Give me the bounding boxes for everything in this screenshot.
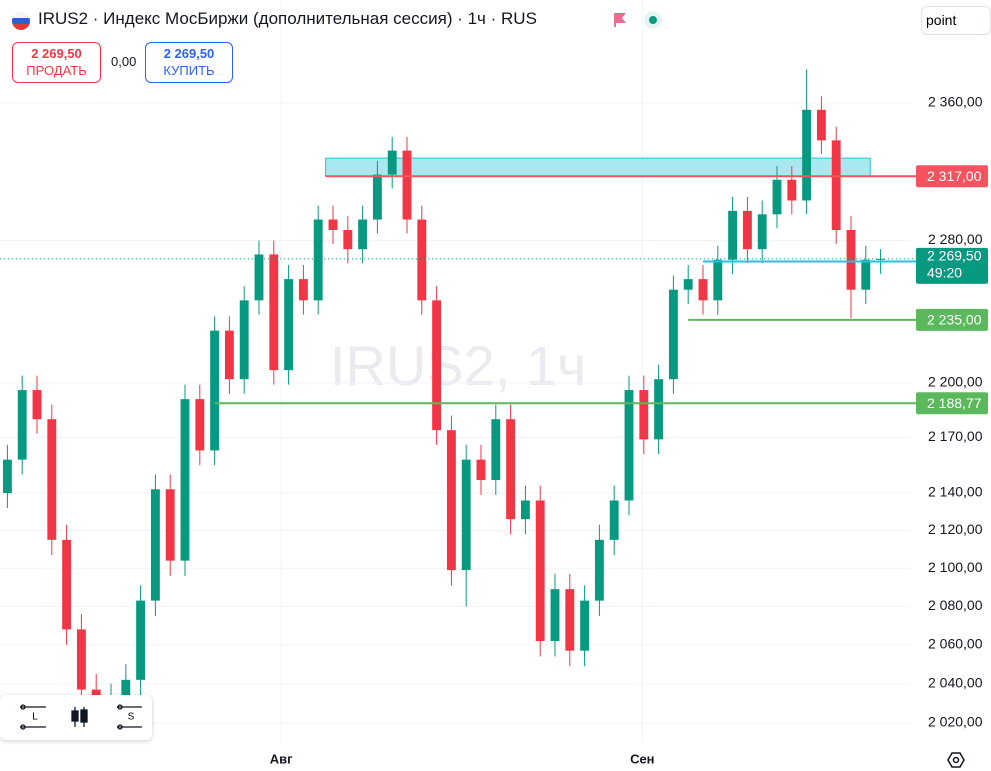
x-tick-label: Авг xyxy=(270,751,293,766)
last-price-label: 2 269,50 xyxy=(927,248,982,264)
level-label-bg xyxy=(916,308,988,331)
candle-body xyxy=(831,140,841,230)
y-tick-label: 2 170,00 xyxy=(928,428,983,444)
candle-body xyxy=(639,390,649,440)
settings-button[interactable] xyxy=(946,750,966,770)
y-tick-label: 2 020,00 xyxy=(928,714,983,730)
level-label: 2 235,00 xyxy=(927,312,982,328)
candle-body xyxy=(150,489,160,601)
candle-body xyxy=(594,539,604,601)
y-tick-label: 2 120,00 xyxy=(928,521,983,537)
candle-body xyxy=(372,174,382,220)
flag-icon xyxy=(12,12,30,30)
candle-body xyxy=(846,229,856,290)
spread: 0,00 xyxy=(111,54,137,69)
y-tick-label: 2 080,00 xyxy=(928,597,983,613)
candle-body xyxy=(328,219,338,230)
buy-button[interactable]: 2 269,50 КУПИТЬ xyxy=(145,42,233,83)
candle-body xyxy=(491,419,501,481)
watermark: IRUS2, 1ч xyxy=(330,334,586,397)
toolbar: L S xyxy=(0,695,152,740)
level-label: 2 317,00 xyxy=(927,168,982,184)
candle-body xyxy=(224,330,234,380)
candle-body xyxy=(17,390,27,460)
candle-body xyxy=(683,279,693,290)
last-price-bg xyxy=(916,247,988,284)
candle-body xyxy=(284,279,294,371)
candle-body xyxy=(210,330,220,451)
toolbar-label[interactable]: L xyxy=(32,712,38,723)
y-tick-label: 2 140,00 xyxy=(928,484,983,500)
candle-body xyxy=(535,500,545,641)
candle-body xyxy=(432,300,442,431)
candle-body xyxy=(195,399,205,451)
candle-body xyxy=(446,430,456,571)
candle-body xyxy=(757,214,767,250)
candle-body xyxy=(728,210,738,260)
candle-body xyxy=(654,379,664,440)
y-tick-label: 2 200,00 xyxy=(928,374,983,390)
candle-body xyxy=(313,219,323,301)
candle-body xyxy=(580,600,590,651)
mode-button[interactable]: point xyxy=(921,6,991,35)
sell-caption: ПРОДАТЬ xyxy=(26,63,87,78)
candle-body xyxy=(816,109,826,141)
candle-body xyxy=(47,419,57,540)
y-tick-label: 2 360,00 xyxy=(928,94,983,110)
candle-body xyxy=(343,229,353,250)
buy-caption: КУПИТЬ xyxy=(163,63,215,78)
x-tick-label: Сен xyxy=(630,751,654,766)
candle-body xyxy=(76,629,86,690)
level-label-bg xyxy=(916,165,988,188)
candle-body xyxy=(520,500,530,520)
candle-body xyxy=(387,150,397,175)
candle-body xyxy=(136,600,146,680)
candle-body xyxy=(402,150,412,220)
candle-body xyxy=(461,459,471,571)
flag-button[interactable] xyxy=(612,12,628,28)
candle-body xyxy=(2,459,12,494)
candle-body xyxy=(609,500,619,540)
y-tick-label: 2 040,00 xyxy=(928,674,983,690)
sell-price: 2 269,50 xyxy=(31,46,82,61)
candle-body xyxy=(239,300,249,380)
candle-body xyxy=(298,279,308,301)
candle-body xyxy=(180,399,190,561)
candle-body xyxy=(269,254,279,371)
candle-body xyxy=(742,210,752,250)
candle-body xyxy=(476,459,486,481)
candle-body xyxy=(713,259,723,301)
candle-body xyxy=(254,254,264,301)
y-tick-label: 2 100,00 xyxy=(928,559,983,575)
candle-body xyxy=(772,179,782,215)
candle-body xyxy=(565,589,575,651)
candle-body xyxy=(358,219,368,250)
level-label-bg xyxy=(916,392,988,415)
candle-body xyxy=(506,419,516,520)
sell-button[interactable]: 2 269,50 ПРОДАТЬ xyxy=(12,42,101,83)
y-tick-label: 2 280,00 xyxy=(928,231,983,247)
toolbar-label[interactable]: S xyxy=(128,712,135,723)
candle-body xyxy=(165,489,175,561)
candle-body xyxy=(62,539,72,630)
level-label: 2 188,77 xyxy=(927,395,982,411)
y-tick-label: 2 060,00 xyxy=(928,636,983,652)
candle-body xyxy=(698,279,708,301)
candle-body xyxy=(624,390,634,501)
candle-body xyxy=(121,679,131,700)
candle-body xyxy=(861,259,871,290)
candle-body xyxy=(668,289,678,380)
candle-body xyxy=(32,390,42,420)
buy-price: 2 269,50 xyxy=(163,46,215,61)
toolbar-icons: L S xyxy=(20,704,142,730)
chart-title: IRUS2 · Индекс МосБиржи (дополнительная … xyxy=(38,9,537,28)
candle-body xyxy=(417,219,427,301)
candle-body xyxy=(802,109,812,201)
countdown: 49:20 xyxy=(927,265,962,281)
status-dot xyxy=(644,11,662,29)
candle-body xyxy=(787,179,797,201)
candle-body xyxy=(550,589,560,641)
